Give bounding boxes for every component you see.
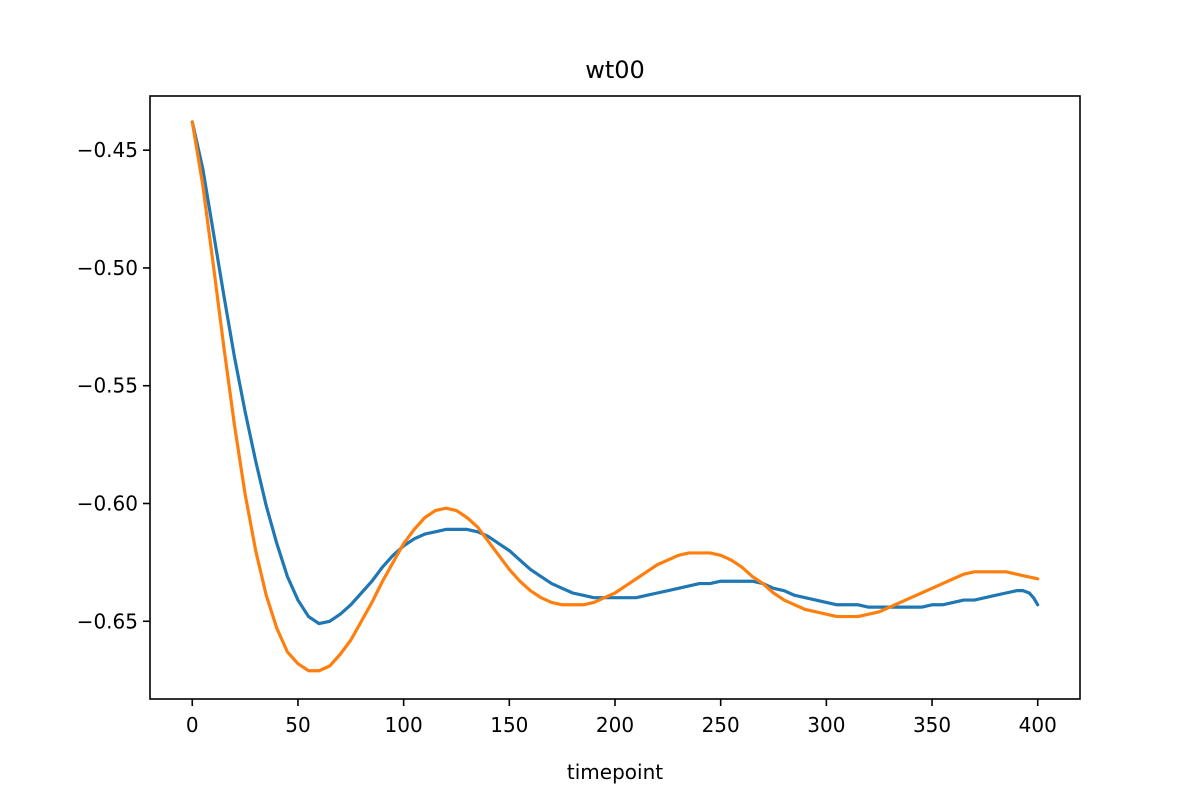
x-axis: 0 50 100 150 200 250 300 350 400: [186, 699, 1057, 737]
x-tick-label: 300: [807, 713, 845, 737]
x-tick-label: 150: [490, 713, 528, 737]
y-tick-label: −0.65: [77, 609, 138, 633]
x-axis-title: timepoint: [567, 760, 663, 784]
y-tick-label: −0.60: [77, 491, 138, 515]
y-tick-label: −0.45: [77, 138, 138, 162]
x-tick-label: 0: [186, 713, 199, 737]
x-tick-label: 50: [285, 713, 310, 737]
y-tick-label: −0.50: [77, 256, 138, 280]
x-tick-label: 400: [1019, 713, 1057, 737]
x-tick-label: 350: [913, 713, 951, 737]
y-tick-label: −0.55: [77, 374, 138, 398]
x-tick-label: 100: [385, 713, 423, 737]
series-layer: [190, 120, 1040, 673]
series-line-2: [190, 120, 1040, 673]
y-axis: −0.45 −0.50 −0.55 −0.60 −0.65: [77, 138, 150, 633]
x-tick-label: 200: [596, 713, 634, 737]
series-line-1: [190, 120, 1040, 626]
chart-title: wt00: [585, 56, 645, 84]
plot-frame: [149, 95, 1081, 700]
x-tick-label: 250: [702, 713, 740, 737]
